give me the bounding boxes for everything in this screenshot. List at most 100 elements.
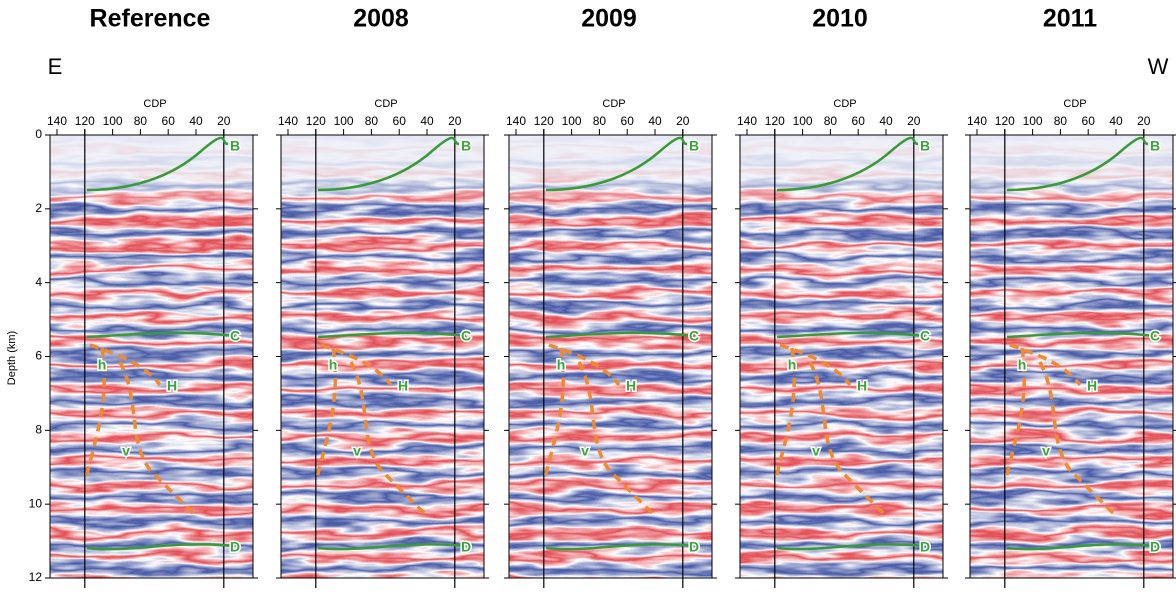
x-tick-label: 120 [306, 114, 326, 128]
x-tick-label: 60 [852, 114, 866, 128]
horizon-label: v [1042, 443, 1050, 459]
x-tick-label: 140 [737, 114, 757, 128]
x-tick-label: 20 [907, 114, 921, 128]
x-tick-label: 140 [506, 114, 526, 128]
x-tick-label: 120 [75, 114, 95, 128]
y-tick-label: 8 [35, 423, 42, 437]
seismic-image [489, 115, 732, 593]
panel: 2008 140 120 100 80 60 40 20 CDP B C D Hh v [261, 5, 504, 593]
horizon-label: B [689, 138, 699, 154]
x-tick-label: 60 [1082, 114, 1096, 128]
west-label: W [1148, 54, 1169, 79]
x-tick-label: 40 [879, 114, 893, 128]
x-axis-label: CDP [143, 98, 166, 110]
horizon-label: D [461, 539, 471, 555]
horizon-label: h [1018, 357, 1027, 373]
panel-title: 2009 [581, 5, 637, 33]
seismic-image [720, 115, 963, 593]
panel: 2011 140 120 100 80 60 40 20 CDP B C D Hh v [950, 5, 1176, 593]
horizon-label: C [689, 328, 699, 344]
horizon-label: v [122, 443, 130, 459]
seismic-image [950, 115, 1176, 593]
panel-title: 2011 [1043, 5, 1097, 33]
figure: E W Reference 140 120 100 80 60 40 20 CDP 0 2 4 6 8 10… [0, 0, 1176, 593]
x-tick-label: 40 [1109, 114, 1123, 128]
horizon-label: h [329, 357, 338, 373]
horizon-label: D [230, 539, 240, 555]
panel-title: 2008 [353, 5, 409, 33]
x-tick-label: 40 [648, 114, 662, 128]
x-axis-label: CDP [374, 98, 397, 110]
y-tick-label: 6 [35, 349, 42, 363]
x-tick-label: 120 [534, 114, 554, 128]
panel: 2010 140 120 100 80 60 40 20 CDP B C D Hh v [720, 5, 963, 593]
top-fade [740, 135, 943, 578]
x-tick-label: 100 [103, 114, 123, 128]
horizon-label: v [581, 443, 589, 459]
panel: 2009 140 120 100 80 60 40 20 CDP B C D Hh v [489, 5, 732, 593]
x-tick-label: 100 [334, 114, 354, 128]
horizon-label: H [857, 378, 867, 394]
horizon-label: v [353, 443, 361, 459]
x-tick-label: 120 [765, 114, 785, 128]
x-tick-label: 60 [621, 114, 635, 128]
x-tick-label: 140 [278, 114, 298, 128]
y-axis-label: Depth (km) [6, 331, 18, 385]
horizon-label: C [461, 328, 471, 344]
top-fade [970, 135, 1173, 578]
top-fade [509, 135, 712, 578]
horizon-label: h [557, 357, 566, 373]
x-tick-label: 140 [967, 114, 987, 128]
x-tick-label: 100 [1023, 114, 1043, 128]
x-tick-label: 40 [189, 114, 203, 128]
y-tick-label: 10 [29, 496, 43, 510]
horizon-label: D [689, 539, 699, 555]
x-tick-label: 100 [793, 114, 813, 128]
top-fade [50, 135, 253, 578]
x-tick-label: 80 [1054, 114, 1068, 128]
x-tick-label: 140 [47, 114, 67, 128]
y-tick-label: 12 [29, 570, 43, 584]
y-tick-label: 4 [35, 275, 42, 289]
x-tick-label: 60 [162, 114, 176, 128]
horizon-label: C [920, 328, 930, 344]
x-tick-label: 80 [134, 114, 148, 128]
x-tick-label: 20 [217, 114, 231, 128]
x-tick-label: 20 [1137, 114, 1151, 128]
x-tick-label: 80 [365, 114, 379, 128]
x-tick-label: 20 [676, 114, 690, 128]
east-label: E [48, 54, 63, 79]
x-axis-label: CDP [1063, 98, 1086, 110]
x-axis-label: CDP [602, 98, 625, 110]
x-tick-label: 80 [824, 114, 838, 128]
x-tick-label: 20 [448, 114, 462, 128]
horizon-label: C [1150, 328, 1160, 344]
horizon-label: B [230, 138, 240, 154]
x-tick-label: 40 [420, 114, 434, 128]
y-tick-label: 2 [35, 201, 42, 215]
horizon-label: H [167, 378, 177, 394]
y-tick-label: 0 [35, 127, 42, 141]
horizon-label: B [1150, 138, 1160, 154]
panel-title: Reference [90, 5, 211, 33]
seismic-image [30, 115, 273, 593]
horizon-label: h [98, 357, 107, 373]
horizon-label: D [1150, 539, 1160, 555]
x-tick-label: 80 [593, 114, 607, 128]
horizon-label: B [920, 138, 930, 154]
panel-title: 2010 [812, 5, 868, 33]
horizon-label: v [812, 443, 820, 459]
horizon-label: H [398, 378, 408, 394]
x-tick-label: 60 [393, 114, 407, 128]
x-tick-label: 100 [562, 114, 582, 128]
top-fade [281, 135, 484, 578]
horizon-label: C [230, 328, 240, 344]
horizon-label: H [626, 378, 636, 394]
seismic-image [261, 115, 504, 593]
horizon-label: h [788, 357, 797, 373]
horizon-label: D [920, 539, 930, 555]
horizon-label: H [1087, 378, 1097, 394]
x-axis-label: CDP [833, 98, 856, 110]
x-tick-label: 120 [995, 114, 1015, 128]
horizon-label: B [461, 138, 471, 154]
